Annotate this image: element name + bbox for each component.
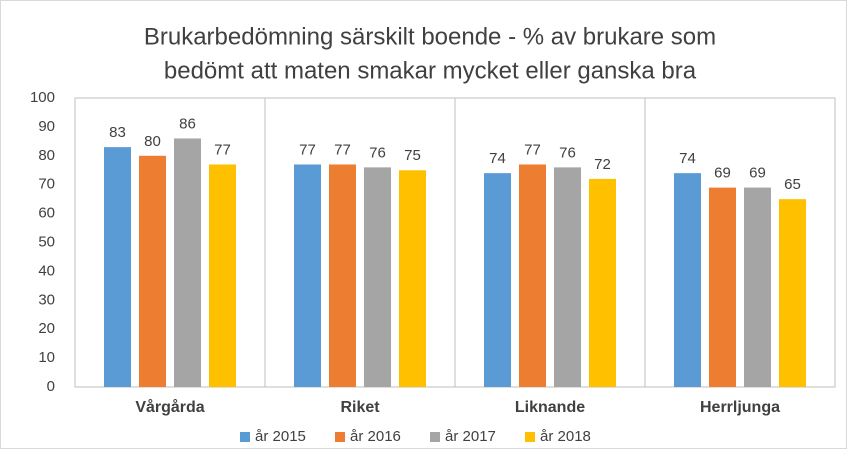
chart-title: bedömt att maten smakar mycket eller gan… bbox=[164, 57, 697, 84]
y-tick-label: 60 bbox=[38, 205, 55, 222]
value-label: 77 bbox=[214, 141, 231, 158]
bar bbox=[139, 155, 166, 387]
legend-label: år 2015 bbox=[255, 428, 306, 445]
y-tick-label: 40 bbox=[38, 262, 55, 279]
value-label: 69 bbox=[749, 165, 766, 182]
chart-title: Brukarbedömning särskilt boende - % av b… bbox=[144, 23, 716, 50]
value-label: 77 bbox=[334, 141, 351, 158]
y-tick-label: 90 bbox=[38, 118, 55, 135]
value-label: 72 bbox=[594, 156, 611, 173]
value-label: 65 bbox=[784, 176, 801, 193]
value-label: 76 bbox=[559, 144, 576, 161]
value-label: 76 bbox=[369, 144, 386, 161]
legend-swatch bbox=[335, 432, 345, 442]
value-label: 86 bbox=[179, 115, 196, 132]
legend-label: år 2017 bbox=[445, 428, 496, 445]
y-tick-label: 80 bbox=[38, 147, 55, 164]
bar bbox=[554, 167, 581, 387]
bar bbox=[674, 173, 701, 387]
x-tick-label: Vårgårda bbox=[135, 398, 204, 416]
value-label: 77 bbox=[524, 141, 541, 158]
bar bbox=[709, 187, 736, 387]
legend-label: år 2016 bbox=[350, 428, 401, 445]
y-tick-label: 50 bbox=[38, 233, 55, 250]
bar bbox=[294, 164, 321, 387]
y-tick-label: 10 bbox=[38, 349, 55, 366]
bar bbox=[399, 170, 426, 387]
bar bbox=[364, 167, 391, 387]
bar bbox=[209, 164, 236, 387]
value-label: 75 bbox=[404, 147, 421, 164]
bar bbox=[484, 173, 511, 387]
bar bbox=[744, 187, 771, 387]
y-tick-label: 0 bbox=[47, 378, 55, 395]
y-tick-label: 30 bbox=[38, 291, 55, 308]
bar bbox=[519, 164, 546, 387]
bar bbox=[329, 164, 356, 387]
value-label: 77 bbox=[299, 141, 316, 158]
bar bbox=[104, 147, 131, 387]
value-label: 74 bbox=[489, 150, 506, 167]
y-tick-label: 20 bbox=[38, 320, 55, 337]
value-label: 80 bbox=[144, 133, 161, 150]
bar bbox=[779, 199, 806, 387]
legend-swatch bbox=[525, 432, 535, 442]
y-tick-label: 70 bbox=[38, 176, 55, 193]
legend-swatch bbox=[240, 432, 250, 442]
value-label: 74 bbox=[679, 150, 696, 167]
bar bbox=[589, 178, 616, 387]
legend-swatch bbox=[430, 432, 440, 442]
y-tick-label: 100 bbox=[30, 89, 55, 106]
legend-label: år 2018 bbox=[540, 428, 591, 445]
x-tick-label: Riket bbox=[340, 399, 380, 416]
x-tick-label: Herrljunga bbox=[700, 399, 780, 416]
bar bbox=[174, 138, 201, 387]
value-label: 83 bbox=[109, 124, 126, 141]
value-label: 69 bbox=[714, 165, 731, 182]
x-tick-label: Liknande bbox=[515, 399, 585, 416]
